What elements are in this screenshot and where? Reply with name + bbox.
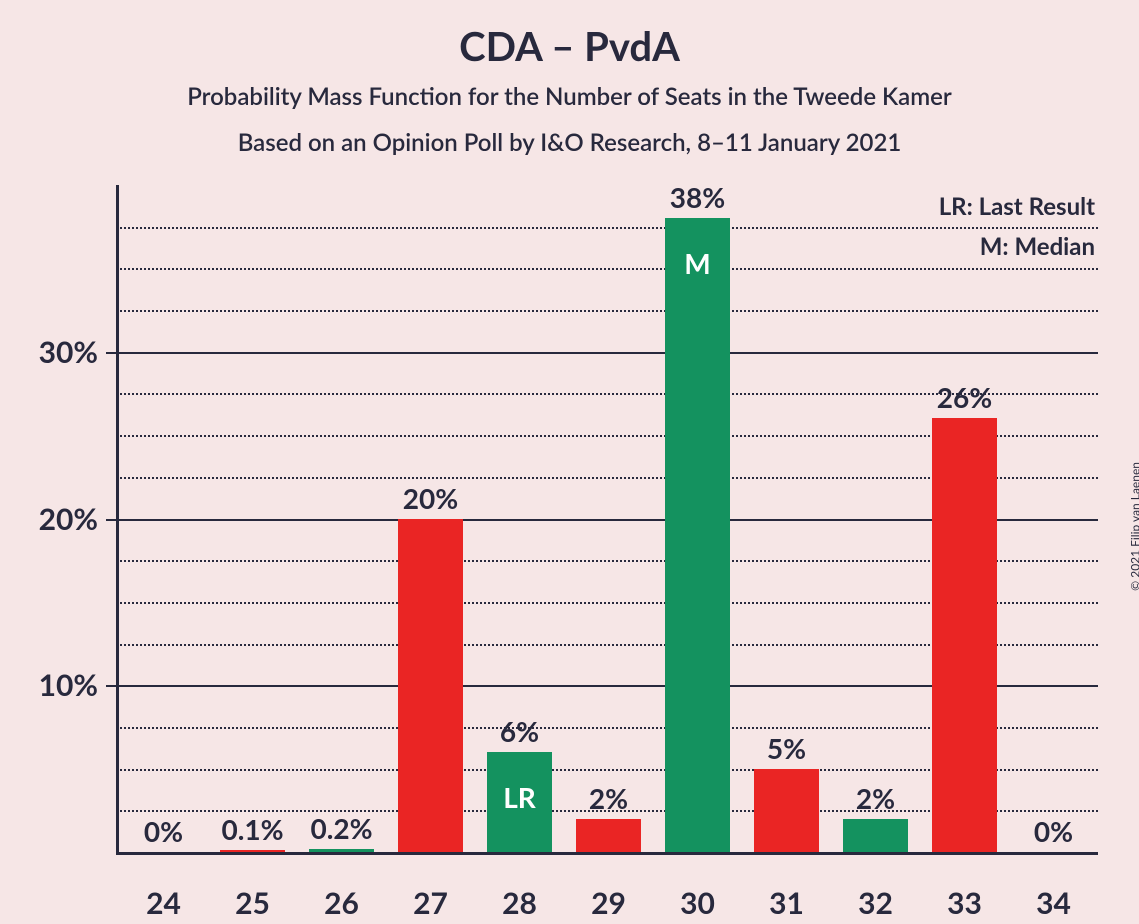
x-axis: [116, 852, 1098, 855]
grid-minor: [116, 227, 1098, 229]
bar-value-label: 26%: [937, 380, 992, 414]
y-tick-label: 20%: [39, 501, 98, 537]
bar: [398, 519, 464, 853]
grid-minor: [116, 310, 1098, 312]
x-tick-label: 32: [858, 885, 893, 921]
bar-value-label: 20%: [403, 481, 458, 515]
grid-minor: [116, 268, 1098, 270]
bar: [843, 819, 909, 852]
x-tick-label: 33: [947, 885, 982, 921]
bar-value-label: 0.2%: [310, 811, 372, 845]
chart-subtitle-2: Based on an Opinion Poll by I&O Research…: [0, 128, 1139, 157]
x-tick-label: 26: [324, 885, 359, 921]
x-tick-label: 28: [502, 885, 537, 921]
bar-value-label: 2%: [589, 781, 628, 815]
x-tick-label: 25: [235, 885, 270, 921]
x-tick-label: 30: [680, 885, 715, 921]
bar-value-label: 0%: [1034, 814, 1073, 848]
y-tick-mark: [106, 685, 116, 687]
y-tick-mark: [106, 519, 116, 521]
grid-major: [116, 352, 1098, 354]
bar-value-label: 6%: [500, 714, 539, 748]
bar: [754, 769, 820, 852]
y-tick-mark: [106, 352, 116, 354]
x-tick-label: 24: [146, 885, 181, 921]
bar-inner-label: LR: [503, 780, 536, 814]
bar: [220, 850, 286, 852]
x-tick-label: 31: [769, 885, 804, 921]
bar-inner-label: M: [684, 246, 710, 280]
bar: [932, 418, 998, 852]
x-tick-label: 34: [1036, 885, 1071, 921]
plot-area: 10%20%30%24252627282930313233340%0.1%0.2…: [116, 185, 1098, 855]
chart-title: CDA – PvdA: [0, 22, 1139, 70]
x-tick-label: 29: [591, 885, 626, 921]
x-tick-label: 27: [413, 885, 448, 921]
chart-subtitle-1: Probability Mass Function for the Number…: [0, 82, 1139, 111]
copyright-text: © 2021 Filip van Laenen: [1128, 462, 1139, 591]
y-tick-label: 10%: [39, 667, 98, 703]
bar-value-label: 2%: [856, 781, 895, 815]
bar: [665, 218, 731, 852]
bar-value-label: 5%: [767, 731, 806, 765]
bar-value-label: 38%: [670, 180, 725, 214]
chart-canvas: CDA – PvdA Probability Mass Function for…: [0, 0, 1139, 924]
bar: [309, 849, 375, 852]
bar: [576, 819, 642, 852]
y-tick-label: 30%: [39, 334, 98, 370]
bar-value-label: 0%: [144, 814, 183, 848]
bar-value-label: 0.1%: [221, 812, 283, 846]
